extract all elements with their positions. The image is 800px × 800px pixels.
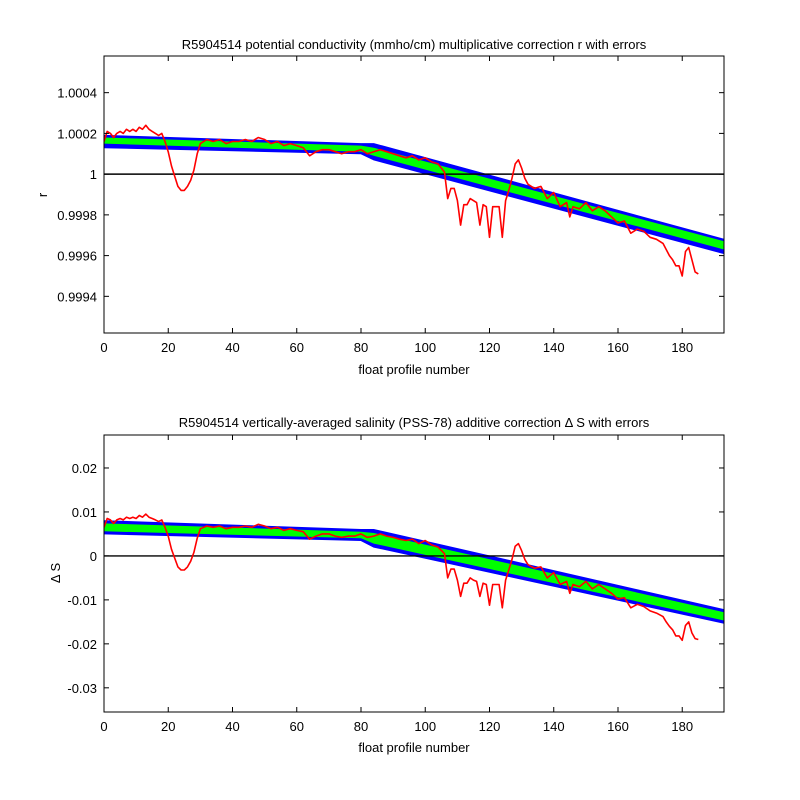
conductivity-chart: R5904514 potential conductivity (mmho/cm…: [35, 37, 725, 377]
x-tick-label: 0: [100, 340, 107, 355]
x-tick-label: 60: [290, 719, 304, 734]
y-tick-label: 0.01: [72, 505, 97, 520]
x-tick-label: 180: [671, 719, 693, 734]
series-line: [104, 124, 699, 277]
x-tick-label: 80: [354, 340, 368, 355]
chart-title: R5904514 potential conductivity (mmho/cm…: [182, 37, 647, 52]
x-tick-label: 80: [354, 719, 368, 734]
x-tick-label: 20: [161, 340, 175, 355]
x-tick-label: 120: [479, 340, 501, 355]
x-tick-label: 60: [290, 340, 304, 355]
x-axis-label: float profile number: [358, 740, 470, 755]
plot-area: [104, 124, 724, 277]
series-line: [104, 513, 699, 642]
x-tick-label: 40: [225, 340, 239, 355]
plot-frame: [103, 55, 725, 334]
x-tick-label: 140: [543, 340, 565, 355]
x-axis-label: float profile number: [358, 362, 470, 377]
y-tick-label: -0.02: [67, 637, 97, 652]
y-axis-label: r: [35, 192, 50, 197]
x-axis: 0 20 40 60 80 100 120 140 160 180: [100, 56, 693, 355]
error-band-inner: [104, 523, 724, 621]
x-tick-label: 160: [607, 340, 629, 355]
x-tick-label: 100: [414, 340, 436, 355]
x-tick-label: 20: [161, 719, 175, 734]
y-tick-label: 1.0002: [57, 126, 97, 141]
error-band-inner: [104, 137, 724, 250]
y-tick-label: 0.9996: [57, 249, 97, 264]
x-tick-label: 100: [414, 719, 436, 734]
plot-frame: [103, 434, 725, 713]
x-tick-label: 0: [100, 719, 107, 734]
x-axis: 0 20 40 60 80 100 120 140 160 180: [100, 435, 693, 734]
y-axis: 0.9994 0.9996 0.9998 1 1.0002 1.0004: [57, 86, 724, 304]
y-tick-label: -0.03: [67, 681, 97, 696]
y-tick-label: 0.02: [72, 461, 97, 476]
y-tick-label: 1.0004: [57, 86, 97, 101]
y-axis: -0.03 -0.02 -0.01 0 0.01 0.02: [67, 461, 724, 696]
y-tick-label: 0.9998: [57, 208, 97, 223]
y-axis-label: Δ S: [48, 563, 63, 584]
y-tick-label: 1: [90, 167, 97, 182]
x-tick-label: 120: [479, 719, 501, 734]
y-tick-label: 0.9994: [57, 289, 97, 304]
plot-area: [104, 513, 724, 642]
y-tick-label: -0.01: [67, 593, 97, 608]
x-tick-label: 160: [607, 719, 629, 734]
chart-title: R5904514 vertically-averaged salinity (P…: [179, 415, 650, 430]
y-tick-label: 0: [90, 549, 97, 564]
x-tick-label: 180: [671, 340, 693, 355]
x-tick-label: 140: [543, 719, 565, 734]
salinity-chart: R5904514 vertically-averaged salinity (P…: [48, 415, 725, 755]
x-tick-label: 40: [225, 719, 239, 734]
